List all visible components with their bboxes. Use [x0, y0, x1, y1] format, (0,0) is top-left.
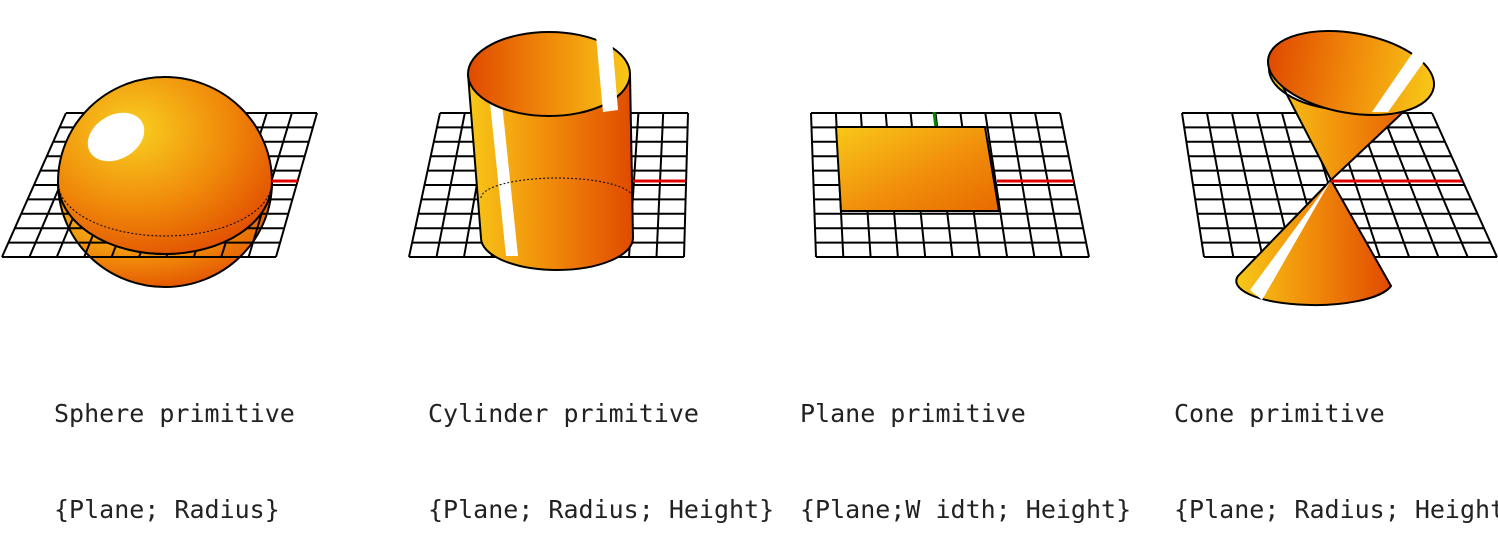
cone-top-highlight — [1372, 48, 1428, 112]
primitives-diagram — [1, 29, 1498, 307]
cylinder-base-back — [480, 177, 634, 199]
cylinder-caption: Cylinder primitive {Plane; Radius; Heigh… — [428, 334, 774, 558]
grid-col-line — [1, 112, 67, 258]
grid-col-line — [1059, 112, 1090, 258]
grid-col-line — [655, 112, 665, 258]
plane-y-axis — [932, 111, 938, 129]
plane-surface — [834, 126, 1001, 212]
grid-col-line — [1381, 112, 1440, 258]
sphere-upper-half — [56, 76, 274, 255]
sphere-title: Sphere primitive — [54, 399, 295, 428]
cylinder-params: {Plane; Radius; Height} — [428, 495, 775, 524]
sphere-equator-front — [57, 181, 273, 237]
grid-col-line — [1009, 112, 1036, 258]
cone-caption: Cone primitive {Plane; Radius; Height — [1174, 334, 1498, 558]
cylinder-top-highlight — [596, 36, 618, 112]
grid-col-line — [984, 112, 1009, 258]
grid-col-line — [1431, 112, 1498, 258]
grid-col-line — [1034, 112, 1063, 258]
cone-params: {Plane; Radius; Height — [1174, 495, 1498, 524]
grid-col-line — [810, 112, 817, 258]
cone-figure — [1181, 29, 1498, 307]
grid-col-line — [408, 112, 441, 258]
grid-col-line — [275, 112, 318, 258]
grid-col-line — [1181, 112, 1205, 258]
plane-params: {Plane;W idth; Height} — [800, 495, 1132, 524]
grid-col-line — [1406, 112, 1469, 258]
cone-title: Cone primitive — [1174, 399, 1385, 428]
cylinder-highlight — [488, 84, 518, 256]
sphere-highlight — [87, 112, 145, 162]
sphere-params: {Plane; Radius} — [54, 495, 280, 524]
cylinder-top — [467, 31, 631, 117]
grid-col-line — [1231, 112, 1264, 258]
sphere-caption: Sphere primitive {Plane; Radius} — [54, 334, 295, 558]
grid-col-line — [1206, 112, 1235, 258]
cone-lower-highlight — [1250, 180, 1331, 300]
cylinder-title: Cylinder primitive — [428, 399, 699, 428]
plane-figure — [810, 111, 1090, 258]
plane-caption: Plane primitive {Plane;W idth; Height} — [800, 334, 1131, 558]
cylinder-figure — [408, 31, 689, 271]
grid-col-line — [683, 112, 689, 258]
grid-col-line — [435, 112, 466, 258]
sphere-figure — [1, 76, 318, 288]
plane-title: Plane primitive — [800, 399, 1026, 428]
